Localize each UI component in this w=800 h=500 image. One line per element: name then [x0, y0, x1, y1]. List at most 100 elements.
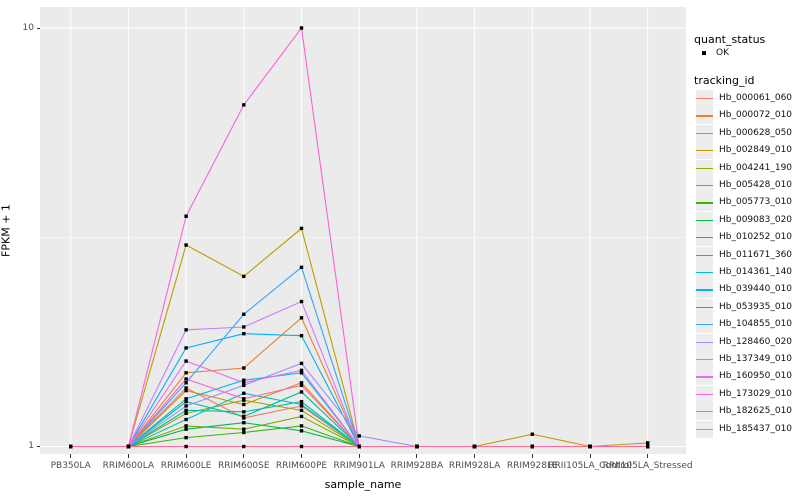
legend-key-line: [696, 289, 713, 291]
data-point: [299, 408, 304, 413]
data-point: [242, 414, 246, 419]
y-axis-title: FPKM + 1: [0, 204, 13, 257]
data-point: [242, 430, 246, 435]
data-point: [299, 371, 304, 375]
x-tick-label: RRIM928BA: [390, 461, 444, 471]
y-tick-mark: [36, 446, 40, 447]
x-tick-mark: [416, 454, 418, 458]
data-point: [184, 417, 188, 422]
y-tick-label: 1: [28, 441, 34, 451]
data-point: [242, 410, 246, 414]
data-point: [126, 444, 131, 449]
x-tick-mark: [589, 454, 591, 458]
legend-key: [696, 385, 713, 403]
legend-key: [696, 264, 713, 281]
legend-label: Hb_010252_010: [719, 232, 793, 243]
data-point: [242, 274, 246, 279]
data-point: [357, 434, 361, 438]
y-tick-mark: [36, 27, 40, 29]
x-tick-mark: [301, 454, 302, 458]
data-point: [299, 424, 304, 428]
legend-label: Hb_160950_010: [719, 371, 793, 382]
legend-label: Hb_000628_050: [719, 127, 793, 138]
data-point: [357, 444, 361, 449]
legend-label: Hb_000061_060: [719, 93, 793, 103]
x-tick-mark: [243, 454, 245, 458]
legend-key-line: [696, 237, 713, 239]
legend-key-line: [696, 202, 713, 204]
data-point: [184, 444, 188, 449]
legend-label: Hb_104855_010: [719, 319, 793, 330]
data-point: [299, 333, 304, 338]
data-point: [242, 378, 246, 382]
data-point: [242, 366, 246, 370]
legend-label: Hb_005428_010: [719, 180, 793, 190]
data-point: [299, 316, 304, 320]
x-tick-label: RRIM928LA: [448, 461, 501, 471]
legend-key-line: [696, 341, 713, 343]
data-point: [184, 377, 188, 381]
legend-key-line: [696, 254, 713, 256]
legend-key: [696, 351, 713, 368]
data-point: [184, 386, 188, 390]
legend-key-line: [696, 272, 713, 274]
legend-key-line: [696, 306, 713, 308]
data-point: [530, 432, 534, 436]
x-tick-label: PB350LA: [50, 461, 91, 471]
x-tick-mark: [70, 454, 72, 458]
data-point: [299, 390, 304, 394]
data-point: [242, 420, 246, 425]
x-axis-title: sample_name: [324, 478, 402, 491]
data-point: [184, 427, 188, 431]
data-point: [415, 444, 419, 449]
data-point: [184, 404, 188, 408]
data-point: [299, 226, 304, 231]
x-tick-label: RRII105LA_Control: [548, 461, 632, 471]
data-point: [184, 399, 188, 404]
legend-label: Hb_000072_010: [719, 110, 793, 121]
legend-label: Hb_137349_010: [719, 354, 793, 364]
x-tick-mark: [647, 454, 649, 458]
x-tick-label: RRIM901LA: [333, 461, 385, 471]
data-point: [299, 429, 304, 433]
data-point: [184, 328, 188, 332]
data-point: [530, 444, 534, 449]
data-point: [242, 397, 246, 401]
data-point: [184, 388, 188, 393]
legend-key: [696, 420, 713, 438]
legend-key: [696, 229, 713, 247]
legend-key: [696, 281, 713, 299]
data-point: [646, 441, 650, 445]
legend-key-line: [696, 324, 713, 326]
legend-label: Hb_039440_010: [719, 284, 793, 295]
legend-key: [696, 107, 713, 125]
x-tick-mark: [531, 454, 533, 458]
data-point: [299, 444, 304, 449]
data-point: [242, 444, 246, 449]
legend-key: [696, 298, 713, 316]
data-point: [299, 383, 304, 388]
legend-label: Hb_004241_190: [719, 162, 793, 173]
data-point: [184, 408, 188, 413]
legend-key-line: [696, 376, 713, 378]
legend-key-line: [696, 219, 713, 221]
data-point: [299, 368, 304, 373]
legend-key-line: [696, 150, 713, 152]
data-point: [242, 381, 246, 385]
data-point: [299, 414, 304, 419]
chart-svg: [40, 7, 686, 454]
data-point: [184, 381, 188, 385]
legend-key: [696, 403, 713, 421]
legend-key: [696, 194, 713, 212]
legend-key-line: [696, 115, 713, 117]
x-tick-mark: [127, 454, 129, 458]
data-point: [184, 435, 188, 440]
data-point: [242, 332, 246, 336]
data-point: [299, 299, 304, 304]
legend-label: Hb_014361_140: [719, 267, 793, 277]
legend-key: [696, 368, 713, 386]
data-point: [184, 214, 188, 218]
data-point: [242, 427, 246, 431]
data-point: [299, 26, 304, 30]
data-point: [299, 399, 304, 404]
